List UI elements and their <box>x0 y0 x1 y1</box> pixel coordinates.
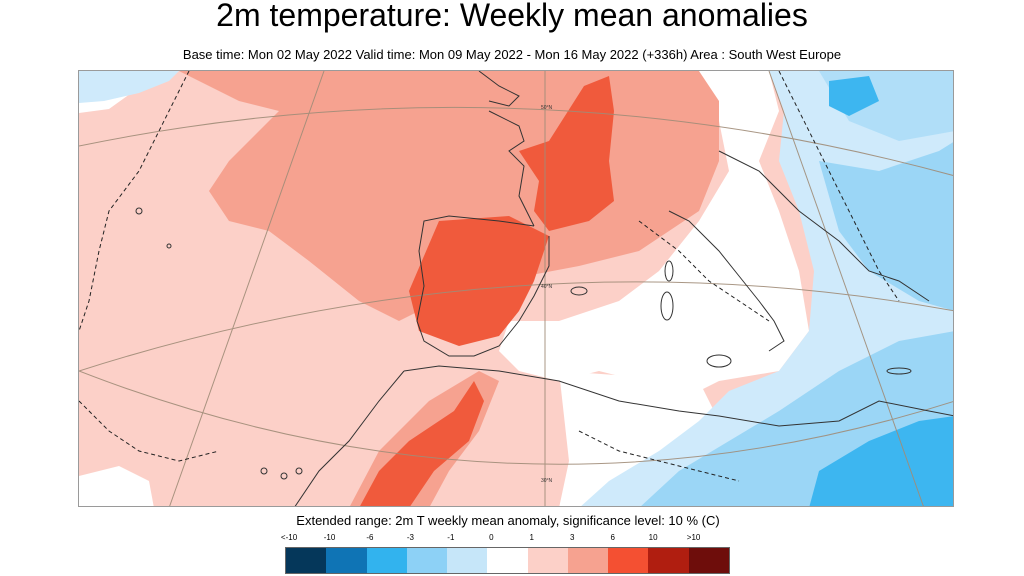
contour-southwest <box>79 400 220 462</box>
legend-tick-label: 10 <box>648 533 658 542</box>
graticule-meridian-w <box>169 71 325 506</box>
legend-tick-label: >10 <box>686 533 701 542</box>
legend-swatch-9 <box>648 548 689 573</box>
legend-swatch-2 <box>366 548 407 573</box>
contour-central <box>638 220 770 322</box>
legend-swatch-0 <box>286 548 327 573</box>
graticule-meridian-e <box>768 71 924 506</box>
field-white-south <box>559 371 719 506</box>
island-corsica <box>664 260 674 282</box>
field-warm-6-10-iberia <box>409 216 549 346</box>
legend-ticks: <-10 -10 -6 -3 -1 0 1 3 6 10 >10 <box>0 533 1024 545</box>
field-white-central <box>499 71 809 401</box>
coast-iberia <box>416 215 550 357</box>
coast-balkans <box>718 150 930 302</box>
legend-swatch-6 <box>527 548 568 573</box>
coast-france <box>488 110 535 227</box>
field-white-sw <box>79 466 154 506</box>
island-canary-3 <box>295 467 303 475</box>
field-cool-3-6-south <box>809 416 953 506</box>
legend-tick-label: -1 <box>447 533 455 542</box>
legend-swatch-3 <box>406 548 448 573</box>
field-warm-6-10-france <box>519 76 614 231</box>
coastlines <box>294 71 953 506</box>
chart-subtitle: Base time: Mon 02 May 2022 Valid time: M… <box>182 47 842 62</box>
legend-tick-label: 6 <box>610 533 615 542</box>
graticule-lat-lower <box>79 370 953 465</box>
graticule-lat-50 <box>79 106 953 176</box>
legend-tick-label: <-10 <box>280 533 298 542</box>
legend-swatch-10 <box>688 548 729 573</box>
island-canary-1 <box>260 467 268 475</box>
coast-africa-west <box>294 370 405 506</box>
graticule <box>79 71 953 506</box>
coast-italy <box>668 210 785 352</box>
legend-tick-label: -3 <box>406 533 414 542</box>
island-canary-2 <box>280 472 288 480</box>
significance-contours <box>79 71 900 482</box>
graticule-lat-40 <box>79 281 953 372</box>
lat-label-40: 40°N <box>541 284 553 290</box>
field-cool-1-3-east <box>819 142 953 311</box>
island-sardinia <box>660 291 674 321</box>
lat-label-50: 50°N <box>541 105 553 111</box>
legend-swatch-8 <box>608 548 649 573</box>
island-azores-1 <box>135 207 143 215</box>
contour-east <box>778 71 900 302</box>
chart-title: 2m temperature: Weekly mean anomalies <box>216 0 808 33</box>
legend-swatch-1 <box>326 548 367 573</box>
islands <box>135 207 912 480</box>
island-crete <box>886 367 912 375</box>
legend-tick-label: -6 <box>366 533 374 542</box>
contour-west <box>79 71 190 332</box>
legend-swatch-5 <box>487 548 528 573</box>
coast-uk <box>478 71 520 107</box>
legend-tick-label: 0 <box>489 533 494 542</box>
contour-south <box>578 430 740 482</box>
legend-title: Extended range: 2m T weekly mean anomaly… <box>296 513 720 528</box>
legend-swatch-7 <box>567 548 609 573</box>
legend-colorbar <box>285 547 730 574</box>
field-cool-0-1-west <box>79 71 179 103</box>
coast-africa <box>403 365 953 427</box>
island-azores-2 <box>166 243 172 249</box>
legend-tick-label: 3 <box>569 533 575 542</box>
anomaly-map: 50°N 40°N 30°N <box>78 70 954 507</box>
legend-tick-label: 1 <box>529 533 534 542</box>
field-warm-6-10-morocco <box>360 381 484 506</box>
map-svg <box>79 71 953 506</box>
island-balearic <box>570 286 588 296</box>
legend-swatch-4 <box>447 548 488 573</box>
island-sicily <box>706 354 732 368</box>
legend-tick-label: -10 <box>323 533 336 542</box>
field-cool-3-6-north <box>829 76 879 116</box>
lat-label-30: 30°N <box>541 478 553 484</box>
